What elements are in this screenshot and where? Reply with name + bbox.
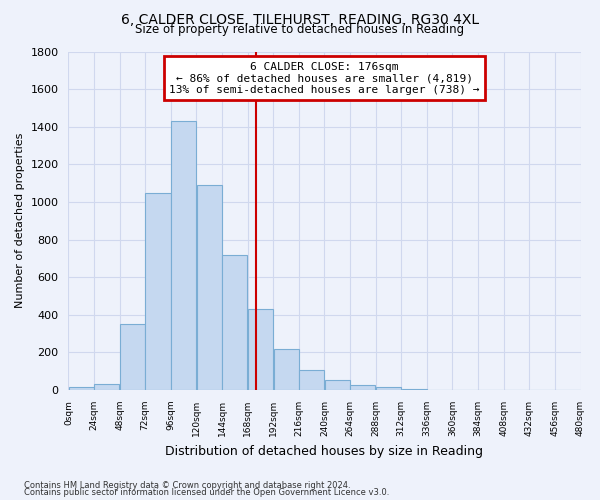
Bar: [222, 254, 247, 390]
Bar: [274, 348, 299, 390]
Bar: [376, 387, 401, 390]
Text: 6, CALDER CLOSE, TILEHURST, READING, RG30 4XL: 6, CALDER CLOSE, TILEHURST, READING, RG3…: [121, 12, 479, 26]
Text: Size of property relative to detached houses in Reading: Size of property relative to detached ho…: [136, 22, 464, 36]
Bar: [299, 370, 324, 390]
Text: Contains public sector information licensed under the Open Government Licence v3: Contains public sector information licen…: [24, 488, 389, 497]
Bar: [350, 386, 376, 390]
Bar: [325, 380, 350, 390]
Bar: [248, 309, 273, 390]
Bar: [145, 192, 170, 390]
Bar: [171, 121, 196, 390]
Bar: [120, 324, 145, 390]
Bar: [68, 387, 94, 390]
Text: 6 CALDER CLOSE: 176sqm
← 86% of detached houses are smaller (4,819)
13% of semi-: 6 CALDER CLOSE: 176sqm ← 86% of detached…: [169, 62, 480, 95]
X-axis label: Distribution of detached houses by size in Reading: Distribution of detached houses by size …: [166, 444, 484, 458]
Text: Contains HM Land Registry data © Crown copyright and database right 2024.: Contains HM Land Registry data © Crown c…: [24, 480, 350, 490]
Bar: [197, 185, 222, 390]
Bar: [401, 389, 427, 390]
Y-axis label: Number of detached properties: Number of detached properties: [15, 133, 25, 308]
Bar: [94, 384, 119, 390]
